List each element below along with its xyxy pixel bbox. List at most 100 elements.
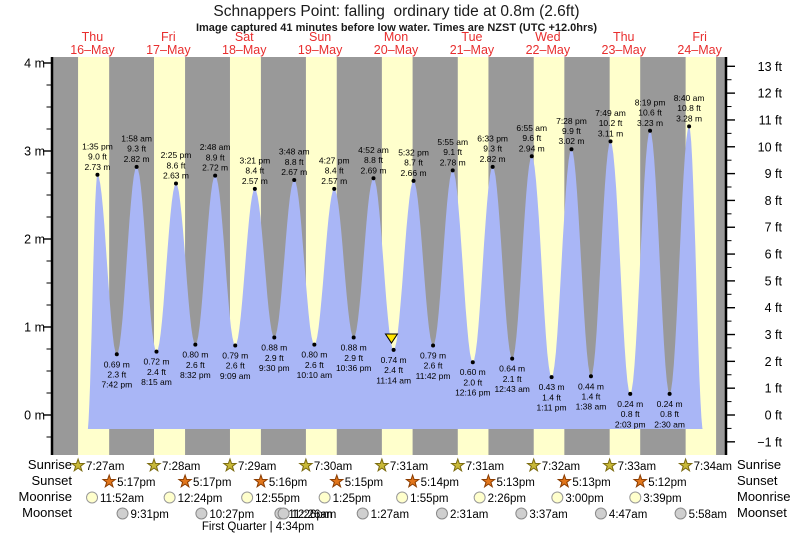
tide-low-label: 2.6 ft	[226, 361, 246, 371]
right-axis-label: 3 ft	[765, 328, 783, 342]
tide-extreme-dot	[233, 343, 238, 348]
moon-phase-label: First Quarter | 4:34pm	[201, 521, 315, 533]
tide-low-label: 0.8 ft	[660, 409, 680, 419]
moonrise-time: 1:55pm	[410, 493, 448, 505]
tide-low-label: 0.80 m	[182, 350, 208, 360]
tide-extreme-dot	[332, 186, 337, 191]
tide-extreme-dot	[490, 164, 495, 169]
day-date-label: 22–May	[526, 43, 571, 57]
sunset-star-icon	[329, 473, 345, 489]
moonset-row-label-left: Moonset	[22, 505, 72, 520]
tide-extreme-dot	[549, 375, 554, 380]
right-axis-label: 8 ft	[765, 194, 783, 208]
moonset-moon-icon	[594, 507, 607, 520]
day-name-label: Sun	[309, 30, 331, 44]
right-axis-label: 10 ft	[758, 140, 783, 154]
sunrise-star-icon	[677, 457, 694, 473]
sunset-time: 5:12pm	[648, 477, 686, 489]
moonrise-time: 12:24pm	[178, 493, 223, 505]
sunset-star-icon	[556, 473, 572, 489]
tide-low-label: 1:38 am	[576, 402, 607, 412]
right-axis-label: 1 ft	[765, 382, 783, 396]
tide-extreme-dot	[134, 164, 139, 169]
tide-extreme-dot	[431, 343, 436, 348]
tide-extreme-dot	[648, 128, 653, 133]
tide-high-label: 9.9 ft	[562, 126, 582, 136]
tide-high-label: 5:55 am	[437, 137, 468, 147]
sunrise-star-icon	[526, 457, 542, 473]
tide-curve	[87, 126, 704, 430]
day-date-label: 21–May	[450, 43, 495, 57]
tide-high-label: 1:58 am	[121, 133, 152, 143]
right-axis-label: 7 ft	[765, 221, 783, 235]
tide-low-label: 0.88 m	[341, 343, 367, 353]
moonset-moon-icon	[674, 507, 687, 520]
tide-high-label: 2.69 m	[360, 165, 386, 175]
sunrise-time: 7:30am	[314, 461, 352, 473]
tide-high-label: 8:40 am	[674, 93, 705, 103]
tide-extreme-dot	[213, 173, 218, 178]
moonrise-moon-icon	[86, 491, 99, 504]
sunset-time: 5:14pm	[421, 477, 459, 489]
moonrise-time: 11:52am	[100, 493, 144, 505]
tide-low-label: 2:03 pm	[615, 419, 646, 429]
tide-low-label: 2.0 ft	[463, 377, 483, 387]
right-axis-label: 0 ft	[765, 409, 783, 423]
page-subtitle: Image captured 41 minutes before low wat…	[195, 22, 598, 34]
moonrise-moon-icon	[396, 491, 409, 504]
sunset-time: 5:15pm	[345, 477, 383, 489]
sunrise-time: 7:27am	[86, 461, 124, 473]
moonset-time: 4:47am	[609, 509, 647, 521]
left-axis-label: 3 m	[24, 145, 45, 159]
page-title: Schnappers Point: falling ordinary tide …	[213, 3, 580, 20]
tide-low-label: 7:42 pm	[101, 380, 132, 390]
tide-high-label: 2.82 m	[124, 154, 150, 164]
tide-extreme-dot	[292, 178, 297, 183]
moonset-moon-icon	[277, 507, 290, 520]
tide-low-label: 11:42 pm	[416, 371, 451, 381]
tide-high-label: 8.6 ft	[167, 160, 187, 170]
right-axis-label: 12 ft	[758, 87, 783, 101]
moonset-time: 1:27am	[371, 509, 409, 521]
day-date-label: 23–May	[602, 43, 647, 57]
tide-high-label: 8.9 ft	[206, 152, 226, 162]
sunset-star-icon	[177, 473, 193, 489]
tide-low-label: 10:36 pm	[336, 363, 371, 373]
day-name-label: Fri	[161, 30, 176, 44]
tide-extreme-dot	[687, 124, 692, 129]
sunrise-time: 7:33am	[618, 461, 656, 473]
tide-high-label: 4:27 pm	[319, 155, 350, 165]
moonset-time: 9:31pm	[131, 509, 169, 521]
day-name-label: Thu	[82, 30, 104, 44]
tide-high-label: 2.72 m	[202, 163, 228, 173]
day-name-label: Mon	[384, 30, 408, 44]
tide-high-label: 8.7 ft	[404, 158, 424, 168]
tide-high-label: 2.66 m	[401, 168, 427, 178]
tide-low-label: 0.24 m	[617, 399, 643, 409]
sunset-time: 5:17pm	[117, 477, 155, 489]
sunrise-time: 7:31am	[466, 461, 504, 473]
day-name-label: Wed	[535, 30, 561, 44]
tide-extreme-dot	[173, 181, 178, 186]
tide-low-label: 2.6 ft	[186, 360, 206, 370]
tide-extreme-dot	[450, 168, 455, 173]
tide-low-label: 0.79 m	[222, 350, 248, 360]
tide-high-label: 2:48 am	[200, 142, 231, 152]
sunrise-time: 7:32am	[542, 461, 580, 473]
sunset-row-label-left: Sunset	[31, 473, 72, 488]
tide-low-label: 0.72 m	[143, 357, 169, 367]
day-date-label: 16–May	[70, 43, 115, 57]
tide-high-label: 3.23 m	[637, 118, 663, 128]
tide-low-label: 0.64 m	[499, 364, 525, 374]
tide-high-label: 2.63 m	[163, 171, 189, 181]
moonset-time: 2:31am	[450, 509, 488, 521]
right-axis-label: 2 ft	[765, 355, 783, 369]
tide-high-label: 10.2 ft	[599, 118, 623, 128]
tide-low-label: 2.6 ft	[424, 361, 444, 371]
tide-low-label: 2.1 ft	[503, 374, 523, 384]
sunset-star-icon	[480, 473, 497, 489]
tide-extreme-dot	[371, 176, 376, 181]
sunrise-time: 7:28am	[162, 461, 200, 473]
